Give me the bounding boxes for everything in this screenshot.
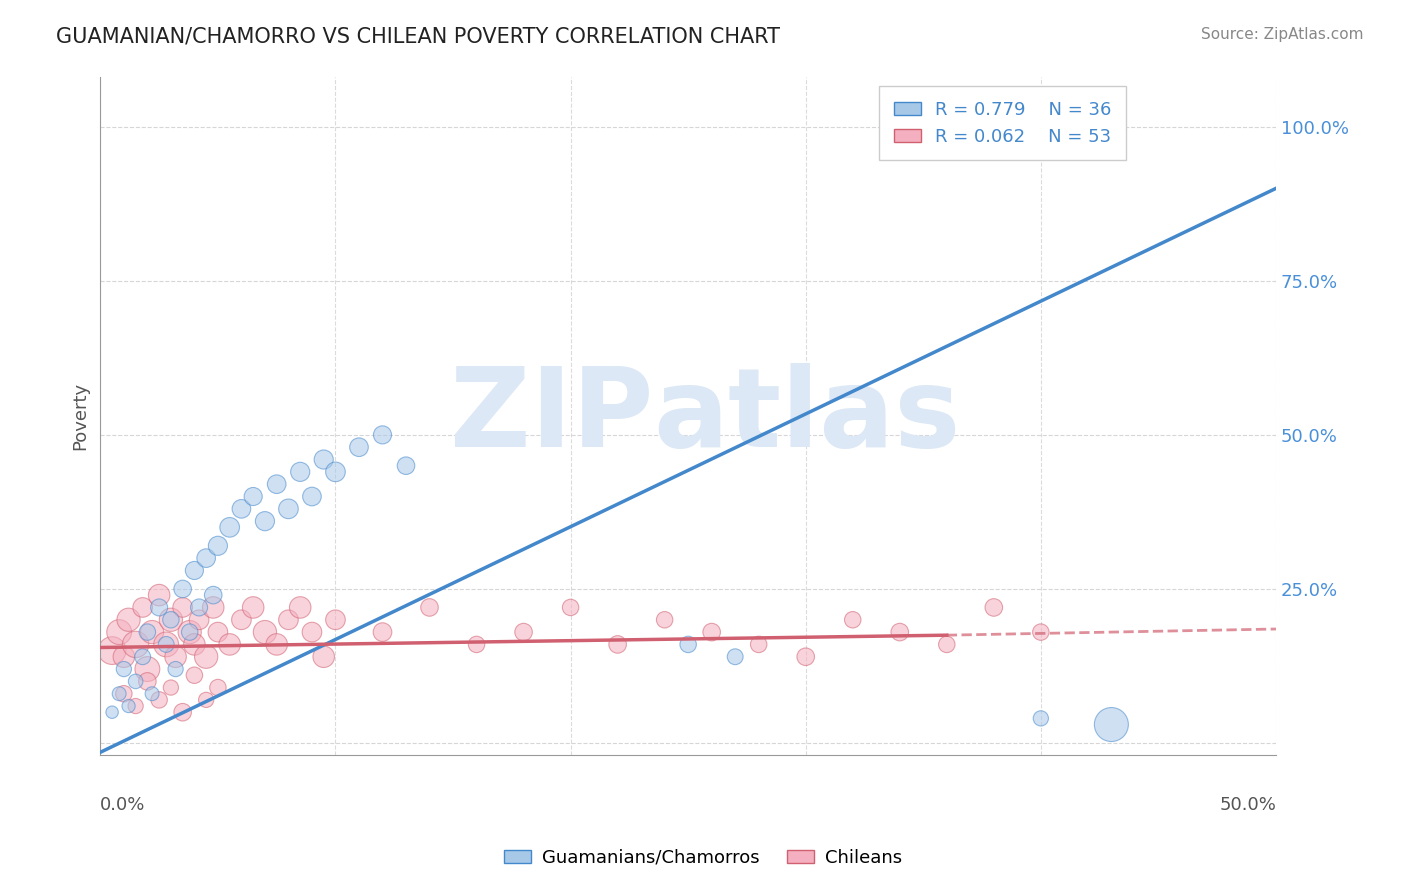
Point xyxy=(654,613,676,627)
Point xyxy=(188,613,211,627)
Point xyxy=(889,625,911,640)
Point xyxy=(231,501,253,516)
Point xyxy=(160,613,183,627)
Point xyxy=(700,625,723,640)
Point xyxy=(172,582,194,596)
Point xyxy=(160,681,183,695)
Point xyxy=(195,551,218,566)
Point xyxy=(724,649,747,664)
Text: 0.0%: 0.0% xyxy=(100,796,146,814)
Point xyxy=(148,693,170,707)
Point xyxy=(179,625,201,640)
Point xyxy=(112,662,135,676)
Point xyxy=(165,649,187,664)
Point xyxy=(172,600,194,615)
Point xyxy=(794,649,817,664)
Point xyxy=(101,643,124,657)
Point xyxy=(218,520,240,534)
Point xyxy=(312,452,335,467)
Point xyxy=(124,699,146,714)
Point xyxy=(179,625,201,640)
Point xyxy=(465,637,488,651)
Point xyxy=(347,440,370,454)
Point xyxy=(155,637,177,651)
Point xyxy=(183,637,205,651)
Point xyxy=(301,490,323,504)
Text: ZIP: ZIP xyxy=(450,363,652,470)
Point xyxy=(935,637,957,651)
Text: atlas: atlas xyxy=(652,363,960,470)
Point xyxy=(117,699,139,714)
Point xyxy=(183,564,205,578)
Point xyxy=(748,637,770,651)
Point xyxy=(371,625,394,640)
Point xyxy=(136,662,159,676)
Point xyxy=(253,625,276,640)
Point xyxy=(290,465,312,479)
Point xyxy=(676,637,699,651)
Point xyxy=(195,693,218,707)
Text: Source: ZipAtlas.com: Source: ZipAtlas.com xyxy=(1201,27,1364,42)
Y-axis label: Poverty: Poverty xyxy=(72,383,89,450)
Point xyxy=(560,600,582,615)
Point xyxy=(131,649,153,664)
Point xyxy=(325,613,347,627)
Point xyxy=(242,600,264,615)
Point xyxy=(418,600,440,615)
Point xyxy=(188,600,211,615)
Point xyxy=(242,490,264,504)
Point xyxy=(606,637,628,651)
Point xyxy=(325,465,347,479)
Point xyxy=(218,637,240,651)
Point xyxy=(253,514,276,528)
Point xyxy=(136,674,159,689)
Legend: Guamanians/Chamorros, Chileans: Guamanians/Chamorros, Chileans xyxy=(496,842,910,874)
Point xyxy=(141,687,163,701)
Point xyxy=(301,625,323,640)
Point xyxy=(108,687,131,701)
Point xyxy=(1099,717,1122,731)
Point xyxy=(207,539,229,553)
Point xyxy=(312,649,335,664)
Point xyxy=(141,625,163,640)
Point xyxy=(117,613,139,627)
Point xyxy=(277,613,299,627)
Legend: R = 0.779    N = 36, R = 0.062    N = 53: R = 0.779 N = 36, R = 0.062 N = 53 xyxy=(879,87,1126,161)
Text: 50.0%: 50.0% xyxy=(1219,796,1277,814)
Point xyxy=(207,681,229,695)
Point xyxy=(108,625,131,640)
Point xyxy=(290,600,312,615)
Point xyxy=(395,458,418,473)
Point xyxy=(266,637,288,651)
Point xyxy=(1029,625,1052,640)
Point xyxy=(165,662,187,676)
Point xyxy=(183,668,205,682)
Point xyxy=(983,600,1005,615)
Text: GUAMANIAN/CHAMORRO VS CHILEAN POVERTY CORRELATION CHART: GUAMANIAN/CHAMORRO VS CHILEAN POVERTY CO… xyxy=(56,27,780,46)
Point xyxy=(202,600,225,615)
Point xyxy=(277,501,299,516)
Point xyxy=(512,625,534,640)
Point xyxy=(371,428,394,442)
Point xyxy=(1029,711,1052,725)
Point xyxy=(202,588,225,602)
Point xyxy=(155,637,177,651)
Point xyxy=(231,613,253,627)
Point xyxy=(124,674,146,689)
Point xyxy=(148,588,170,602)
Point xyxy=(112,649,135,664)
Point xyxy=(207,625,229,640)
Point xyxy=(195,649,218,664)
Point xyxy=(172,705,194,719)
Point xyxy=(160,613,183,627)
Point xyxy=(131,600,153,615)
Point xyxy=(148,600,170,615)
Point xyxy=(266,477,288,491)
Point xyxy=(124,637,146,651)
Point xyxy=(112,687,135,701)
Point xyxy=(842,613,865,627)
Point xyxy=(101,705,124,719)
Point xyxy=(136,625,159,640)
